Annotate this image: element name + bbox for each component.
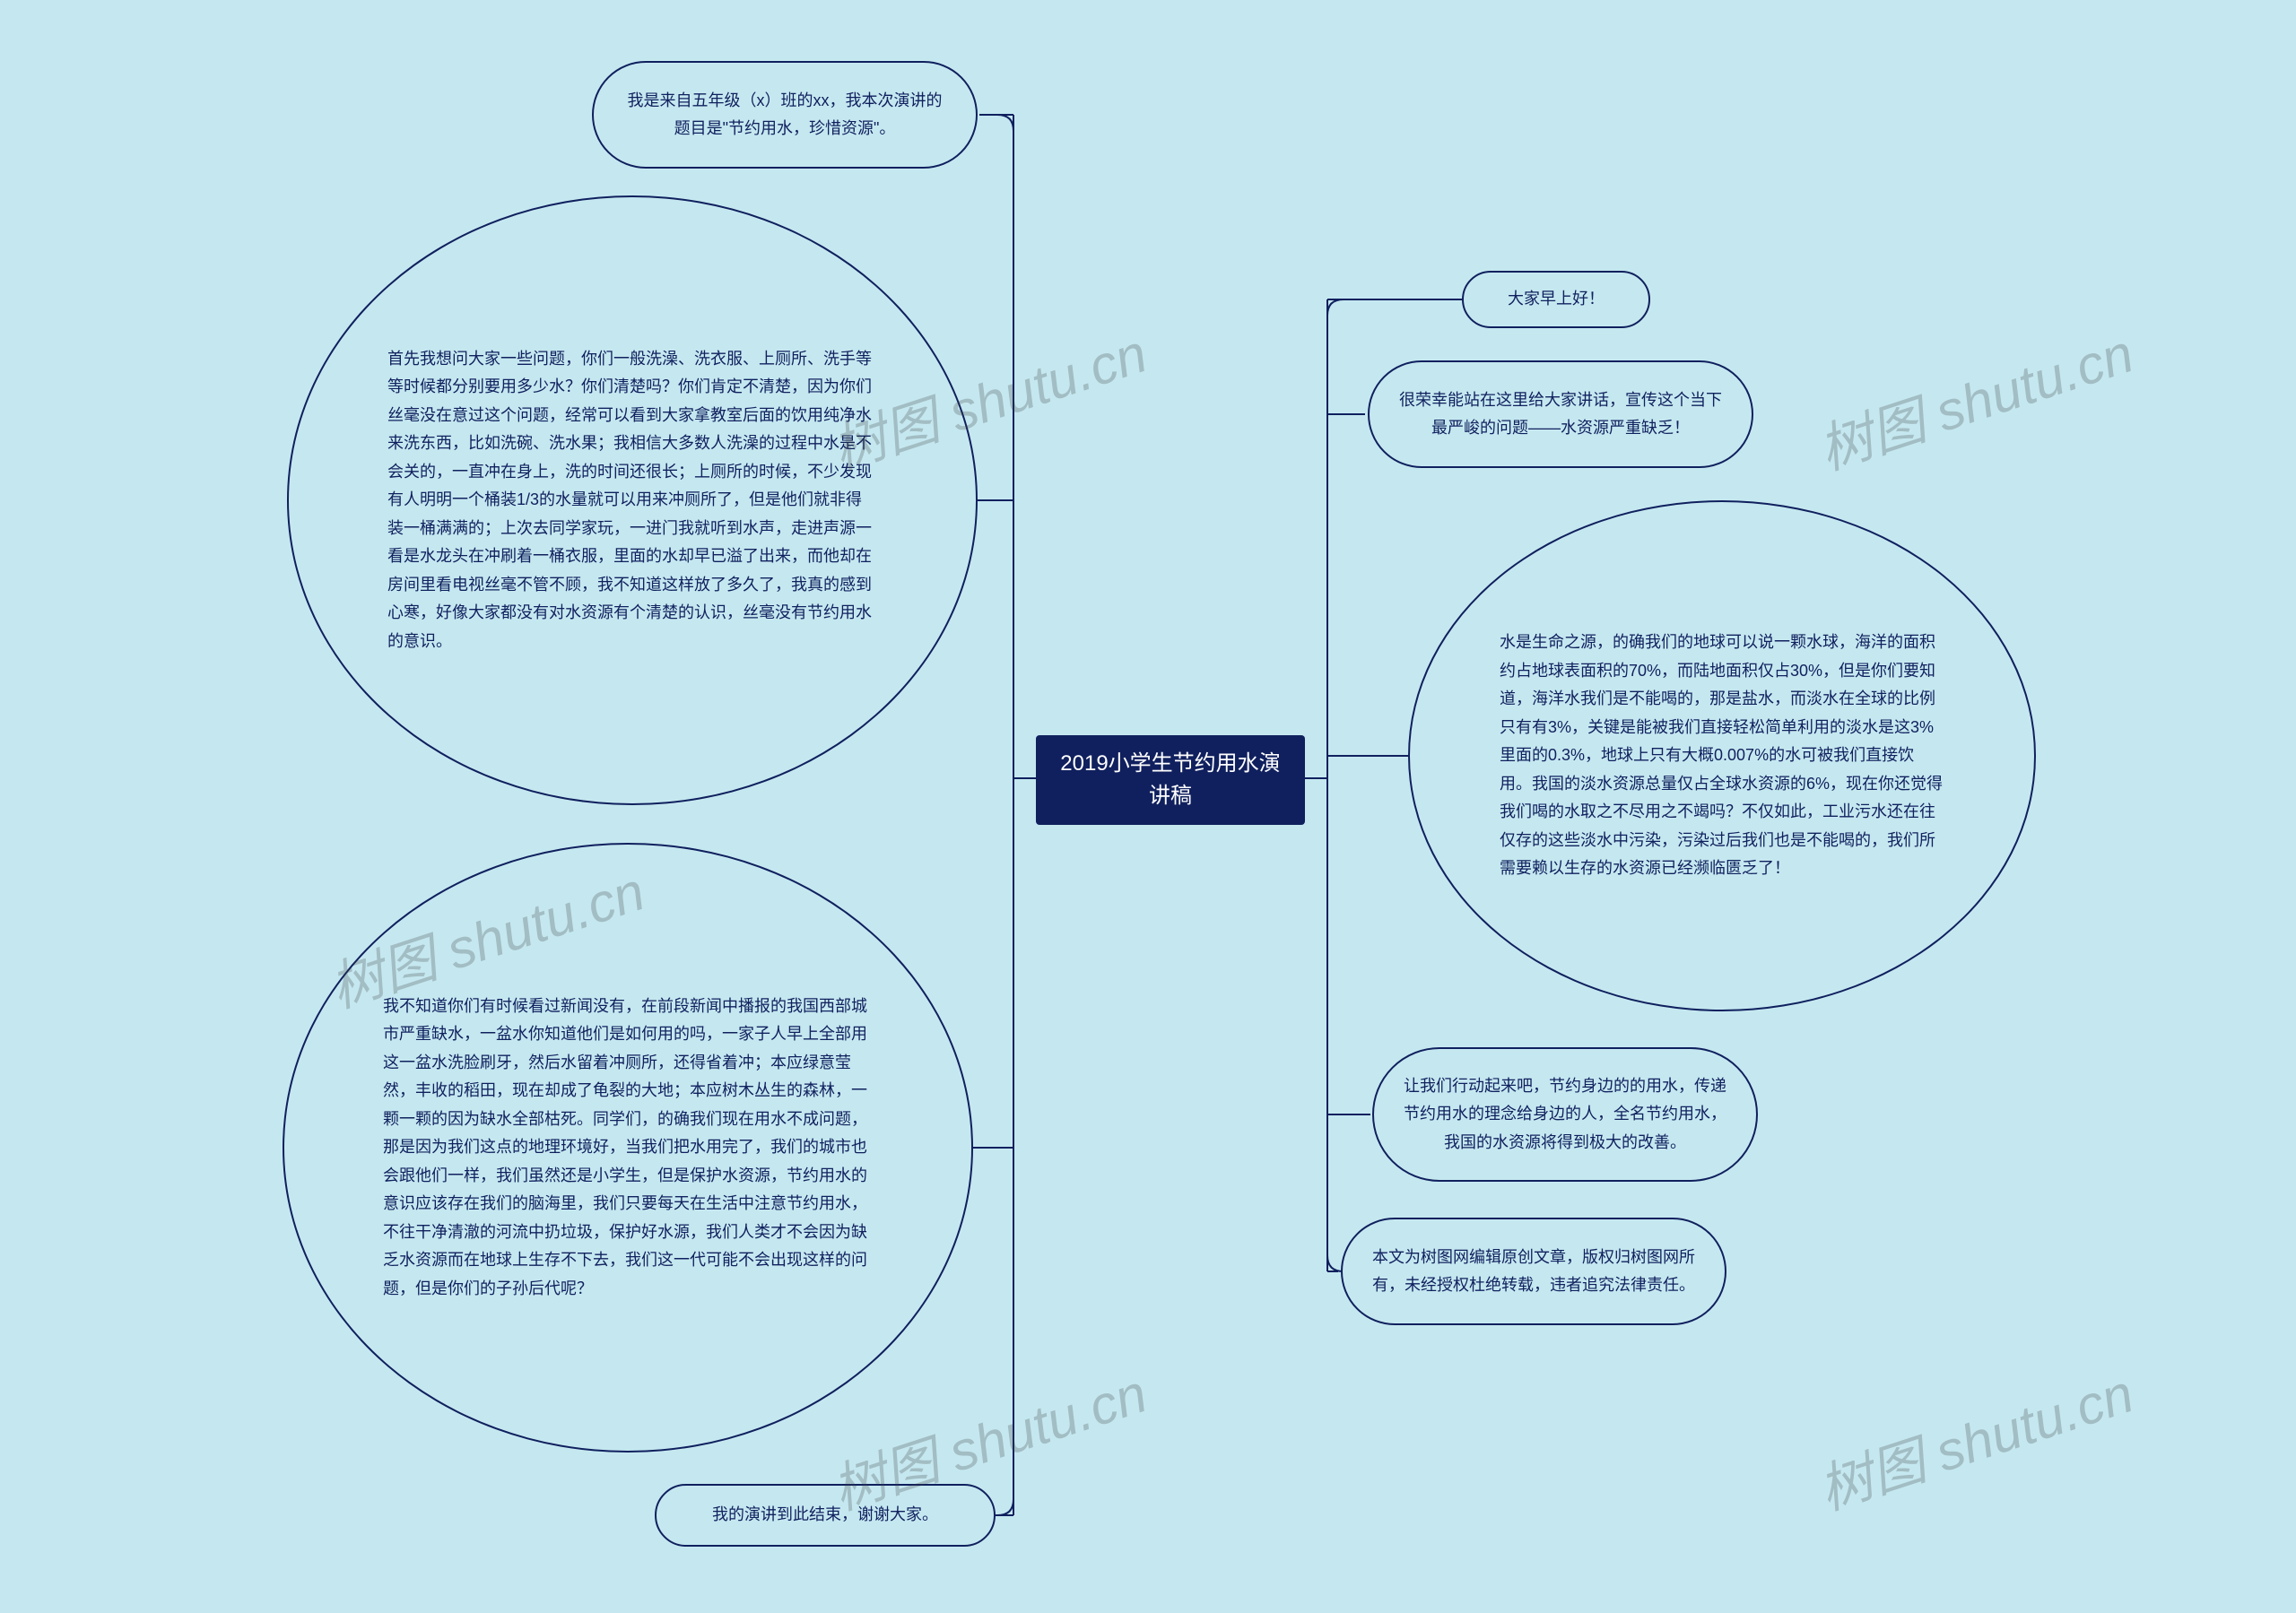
left-node-1: 我是来自五年级（x）班的xx，我本次演讲的题目是"节约用水，珍惜资源"。 xyxy=(592,61,978,169)
watermark: 树图 shutu.cn xyxy=(1807,1350,2142,1525)
right-node-4-text: 让我们行动起来吧，节约身边的的用水，传递节约用水的理念给身边的人，全名节约用水，… xyxy=(1401,1072,1729,1158)
right-node-2-text: 很荣幸能站在这里给大家讲话，宣传这个当下最严峻的问题——水资源严重缺乏！ xyxy=(1396,386,1725,443)
right-node-2: 很荣幸能站在这里给大家讲话，宣传这个当下最严峻的问题——水资源严重缺乏！ xyxy=(1368,360,1753,468)
left-node-4: 我的演讲到此结束，谢谢大家。 xyxy=(655,1484,996,1547)
left-node-1-text: 我是来自五年级（x）班的xx，我本次演讲的题目是"节约用水，珍惜资源"。 xyxy=(621,87,949,143)
right-node-1-text: 大家早上好！ xyxy=(1491,285,1622,314)
right-node-1: 大家早上好！ xyxy=(1462,271,1650,328)
right-node-3-text: 水是生命之源，的确我们的地球可以说一颗水球，海洋的面积约占地球表面积的70%，而… xyxy=(1500,629,1944,883)
left-node-2: 首先我想问大家一些问题，你们一般洗澡、洗衣服、上厕所、洗手等等时候都分别要用多少… xyxy=(287,195,978,805)
right-node-5-text: 本文为树图网编辑原创文章，版权归树图网所有，未经授权杜绝转载，违者追究法律责任。 xyxy=(1370,1244,1698,1300)
right-node-3: 水是生命之源，的确我们的地球可以说一颗水球，海洋的面积约占地球表面积的70%，而… xyxy=(1408,500,2036,1011)
right-node-4: 让我们行动起来吧，节约身边的的用水，传递节约用水的理念给身边的人，全名节约用水，… xyxy=(1372,1047,1758,1182)
watermark: 树图 shutu.cn xyxy=(1807,310,2142,485)
right-node-5: 本文为树图网编辑原创文章，版权归树图网所有，未经授权杜绝转载，违者追究法律责任。 xyxy=(1341,1218,1726,1325)
left-node-3-text: 我不知道你们有时候看过新闻没有，在前段新闻中播报的我国西部城市严重缺水，一盆水你… xyxy=(383,993,873,1304)
center-node-text: 2019小学生节约用水演讲稿 xyxy=(1052,748,1289,812)
left-node-4-text: 我的演讲到此结束，谢谢大家。 xyxy=(683,1501,967,1530)
center-node: 2019小学生节约用水演讲稿 xyxy=(1036,735,1305,825)
left-node-3: 我不知道你们有时候看过新闻没有，在前段新闻中播报的我国西部城市严重缺水，一盆水你… xyxy=(283,843,973,1453)
left-node-2-text: 首先我想问大家一些问题，你们一般洗澡、洗衣服、上厕所、洗手等等时候都分别要用多少… xyxy=(387,345,877,656)
